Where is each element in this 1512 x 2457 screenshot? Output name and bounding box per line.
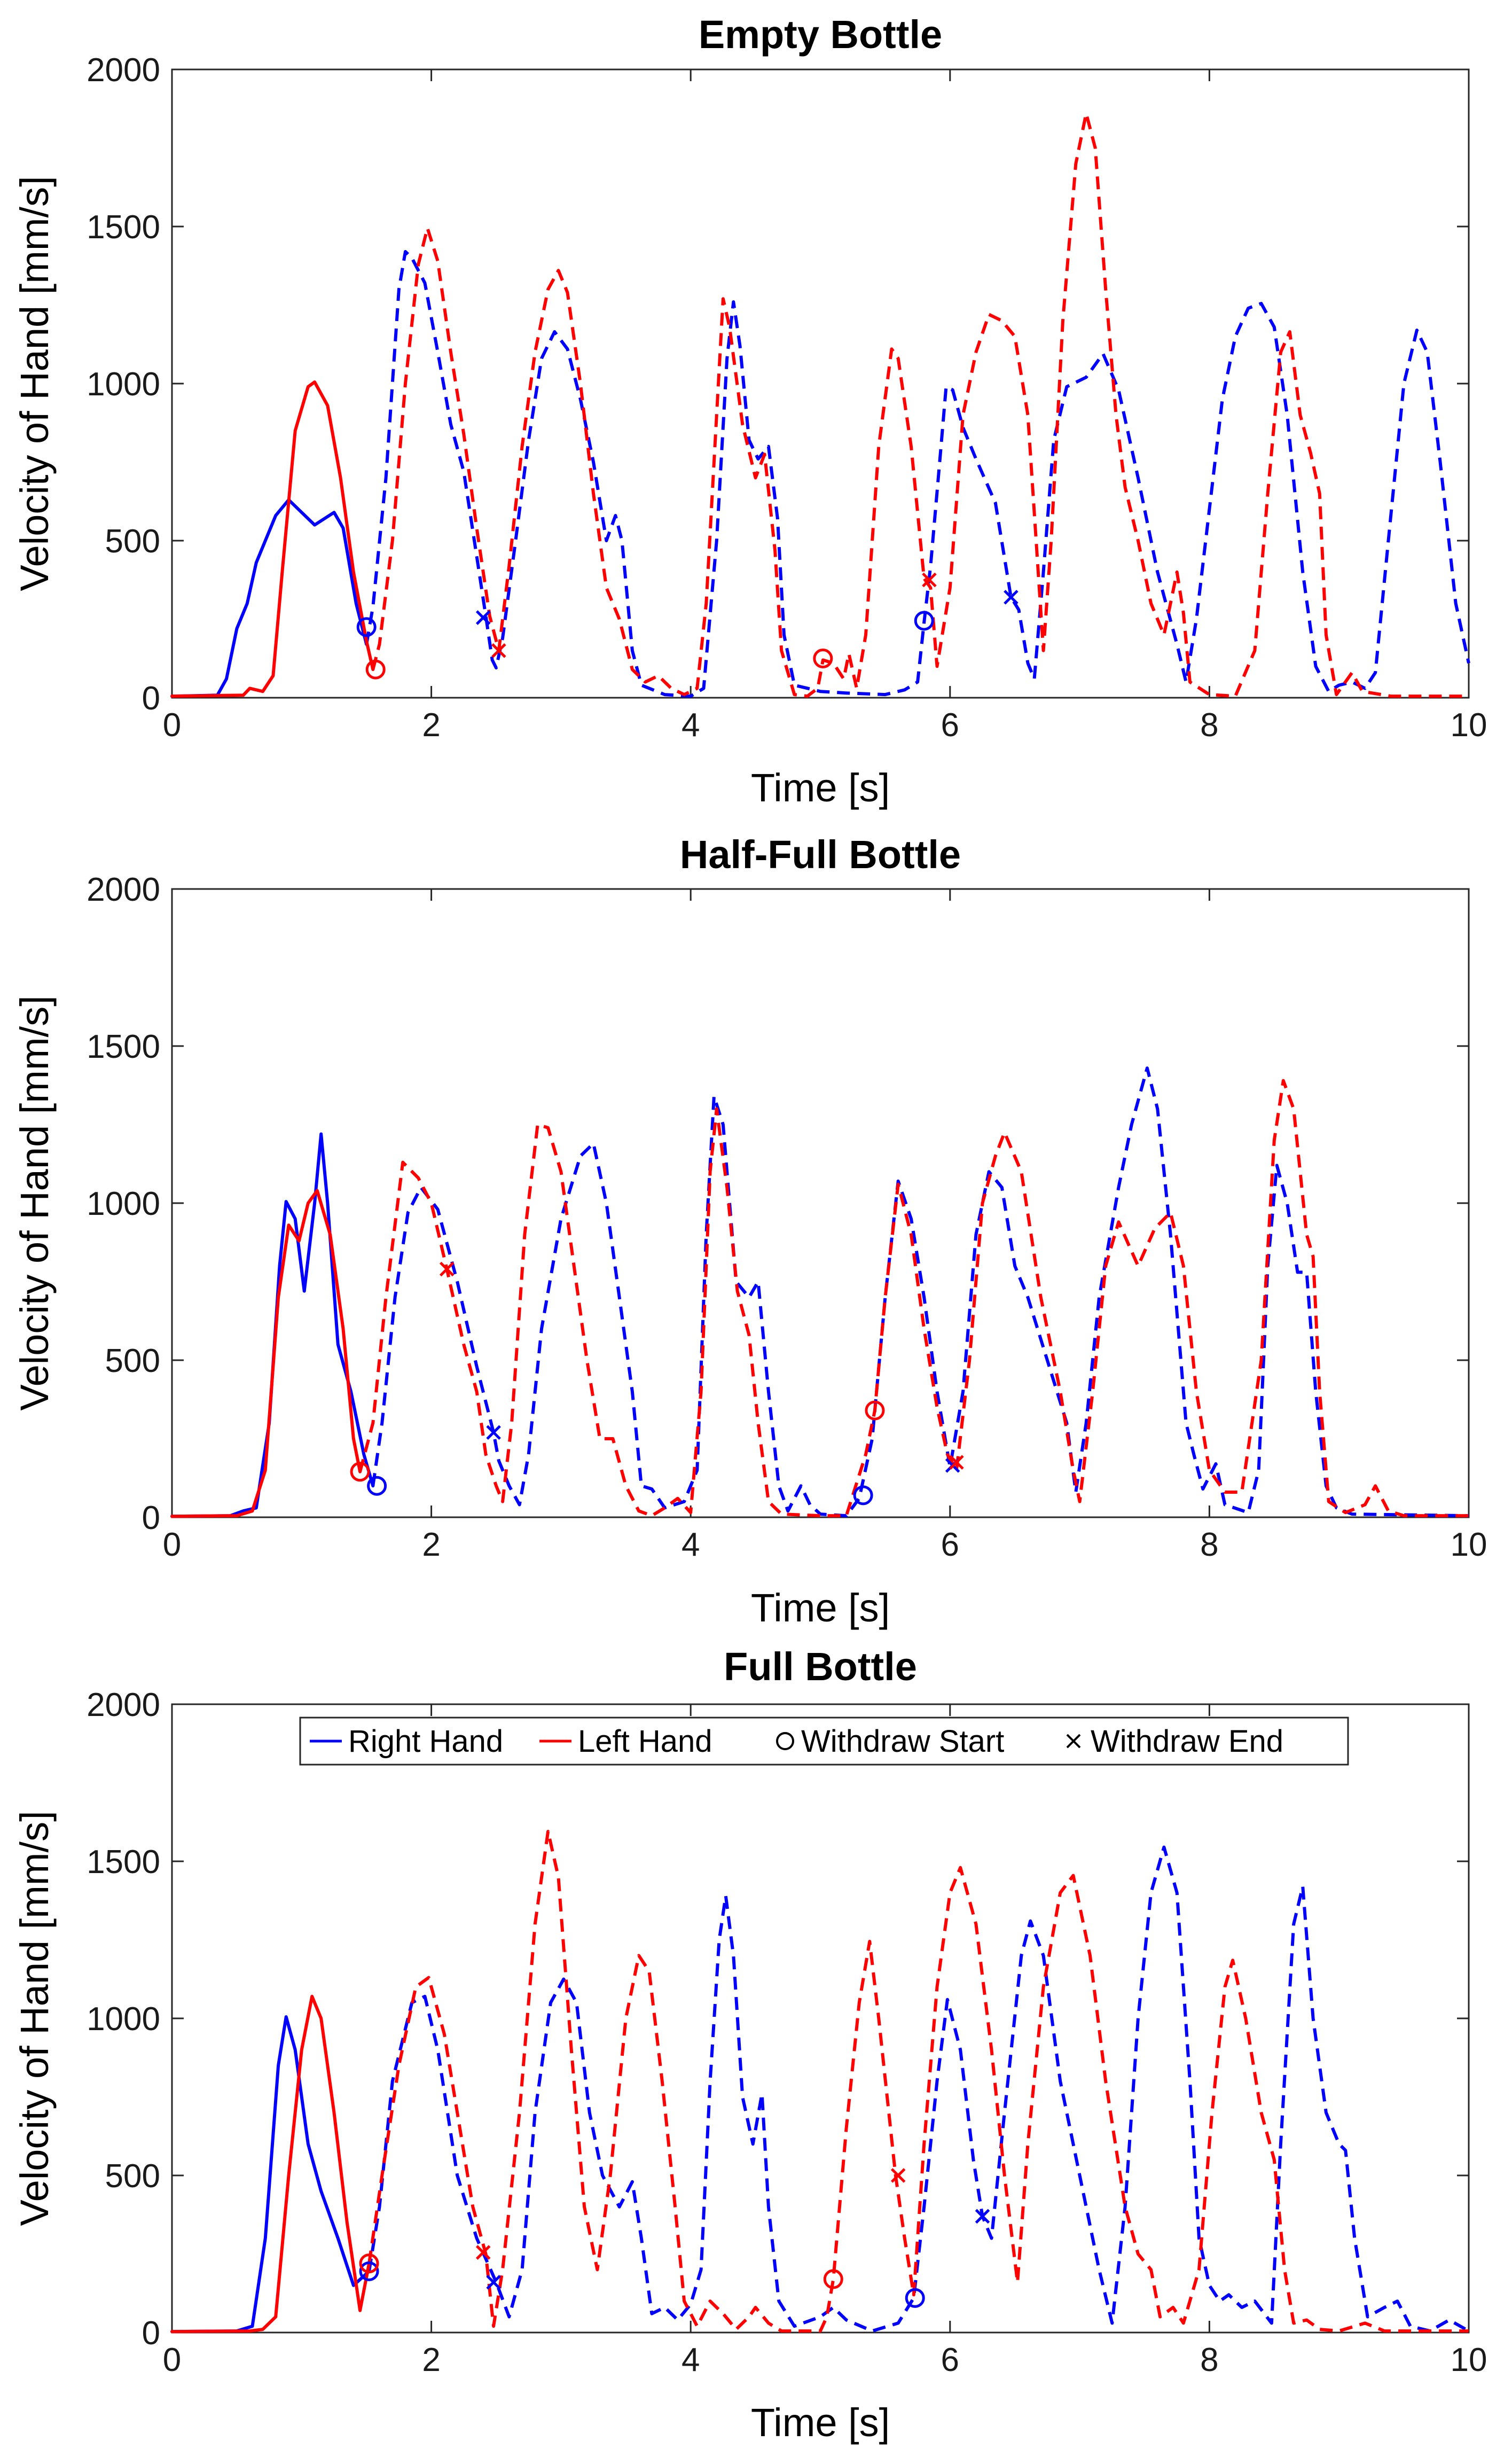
x-axis-label: Time [s]: [751, 766, 890, 810]
x-tick-label: 10: [1451, 2342, 1487, 2378]
plot-area: [170, 68, 1470, 699]
panel-title: Empty Bottle: [699, 12, 942, 57]
x-tick-label: 2: [422, 2342, 440, 2378]
plot-area: [170, 888, 1470, 1518]
y-tick-label: 2000: [87, 871, 160, 908]
x-tick-label: 4: [681, 1526, 700, 1563]
x-tick-label: 0: [163, 707, 181, 744]
series-right-hand-withdraw-dashed: [365, 250, 1470, 698]
withdraw-end-marker-left: [949, 1455, 964, 1470]
y-tick-label: 1500: [87, 1028, 160, 1065]
x-tick-label: 0: [163, 2342, 181, 2378]
y-tick-label: 1000: [87, 1185, 160, 1222]
withdraw-start-marker-right: [853, 1485, 873, 1506]
x-tick-label: 10: [1451, 707, 1487, 744]
x-tick-label: 8: [1200, 1526, 1218, 1563]
withdraw-start-marker-left: [823, 2269, 843, 2289]
legend-box: [299, 1717, 1349, 1766]
legend-left-hand-label: Left Hand: [578, 1724, 712, 1759]
legend-withdraw-end-label: Withdraw End: [1091, 1724, 1283, 1759]
withdraw-start-marker-left: [350, 1462, 370, 1482]
x-tick-label: 2: [422, 707, 440, 744]
withdraw-start-marker-right: [356, 617, 377, 637]
x-tick-label: 4: [681, 707, 700, 744]
y-tick-label: 0: [142, 1500, 160, 1536]
tick-labels: 0 2 4 6 8 10 0 500 1000 1500 2000: [87, 1687, 1487, 2378]
x-tick-label: 0: [163, 1526, 181, 1563]
panel-title: Half-Full Bottle: [680, 832, 961, 877]
withdraw-start-marker-left: [813, 649, 833, 668]
x-tick-label: 6: [941, 2342, 959, 2378]
legend-withdraw-start-marker: [776, 1732, 794, 1750]
withdraw-start-marker-right: [359, 2261, 379, 2281]
y-tick-label: 500: [105, 1343, 160, 1379]
series-left-hand-withdraw-dashed: [367, 1830, 1469, 2333]
series-left-hand-withdraw-dashed: [358, 1079, 1469, 1518]
x-tick-label: 6: [941, 1526, 959, 1563]
y-tick-label: 0: [142, 680, 160, 717]
series-right-hand: [170, 1132, 375, 1518]
x-axis-label: Time [s]: [751, 2400, 890, 2445]
withdraw-start-marker-right: [914, 611, 934, 631]
y-tick-label: 500: [105, 523, 160, 560]
withdraw-start-marker-left: [865, 1400, 885, 1421]
y-axis-label: Velocity of Hand [mm/s]: [12, 995, 57, 1410]
series-left-hand-withdraw-dashed: [371, 112, 1469, 698]
y-tick-label: 1500: [87, 209, 160, 246]
y-tick-label: 500: [105, 2158, 160, 2195]
x-tick-label: 8: [1200, 2342, 1218, 2378]
withdraw-end-marker-right: [975, 2209, 990, 2224]
x-axis-label: Time [s]: [751, 1586, 890, 1630]
y-tick-label: 2000: [87, 1687, 160, 1723]
legend: Right Hand Left Hand Withdraw Start With…: [299, 1717, 1349, 1766]
panel-half-full-bottle: Half-Full Bottle Velocity of Hand [mm/s]…: [12, 832, 1487, 1630]
withdraw-end-marker-right: [475, 610, 491, 625]
withdraw-start-marker-right: [905, 2288, 925, 2308]
series-right-hand: [170, 2015, 371, 2334]
series-left-hand: [170, 1994, 371, 2334]
y-tick-label: 1000: [87, 2001, 160, 2038]
withdraw-end-marker-right: [1004, 590, 1019, 605]
y-axis-label: Velocity of Hand [mm/s]: [12, 176, 57, 591]
withdraw-end-marker-left: [890, 2168, 906, 2183]
plot-area: [170, 1703, 1470, 2334]
withdraw-end-marker-right: [486, 2275, 501, 2290]
tick-labels: 0 2 4 6 8 10 0 500 1000 1500 2000: [87, 871, 1487, 1563]
axes-box: [171, 1703, 1470, 2334]
withdraw-start-marker-left: [365, 659, 386, 680]
y-tick-label: 1500: [87, 1844, 160, 1881]
y-axis-label: Velocity of Hand [mm/s]: [12, 1811, 57, 2226]
y-tick-label: 0: [142, 2315, 160, 2352]
withdraw-start-marker-left: [359, 2253, 379, 2274]
withdraw-end-marker-left: [475, 2245, 491, 2260]
withdraw-end-marker-left: [439, 1261, 455, 1277]
legend-withdraw-end-marker: [1066, 1734, 1081, 1749]
y-tick-label: 1000: [87, 366, 160, 403]
panel-full-bottle: Full Bottle Velocity of Hand [mm/s] Time…: [12, 1644, 1487, 2445]
x-tick-label: 8: [1200, 707, 1218, 744]
panel-title: Full Bottle: [724, 1644, 917, 1689]
x-tick-label: 2: [422, 1526, 440, 1563]
series-right-hand: [170, 498, 369, 698]
withdraw-start-marker-right: [367, 1476, 387, 1496]
series-right-hand-withdraw-dashed: [367, 1845, 1470, 2333]
series-left-hand: [170, 380, 375, 698]
x-tick-label: 4: [681, 2342, 700, 2378]
legend-right-hand-label: Right Hand: [348, 1724, 503, 1759]
withdraw-end-marker-left: [491, 643, 506, 658]
series-left-hand: [170, 1189, 362, 1518]
tick-labels: 0 2 4 6 8 10 0 500 1000 1500 2000: [87, 52, 1487, 744]
axes-box: [171, 68, 1470, 699]
axes-box: [171, 888, 1470, 1518]
panel-empty-bottle: Empty Bottle Velocity of Hand [mm/s] Tim…: [12, 12, 1487, 810]
x-tick-label: 6: [941, 707, 959, 744]
withdraw-end-marker-right: [486, 1425, 501, 1440]
withdraw-end-marker-left: [922, 572, 937, 588]
y-tick-label: 2000: [87, 52, 160, 89]
legend-withdraw-start-label: Withdraw Start: [801, 1724, 1004, 1759]
x-tick-label: 10: [1451, 1526, 1487, 1563]
